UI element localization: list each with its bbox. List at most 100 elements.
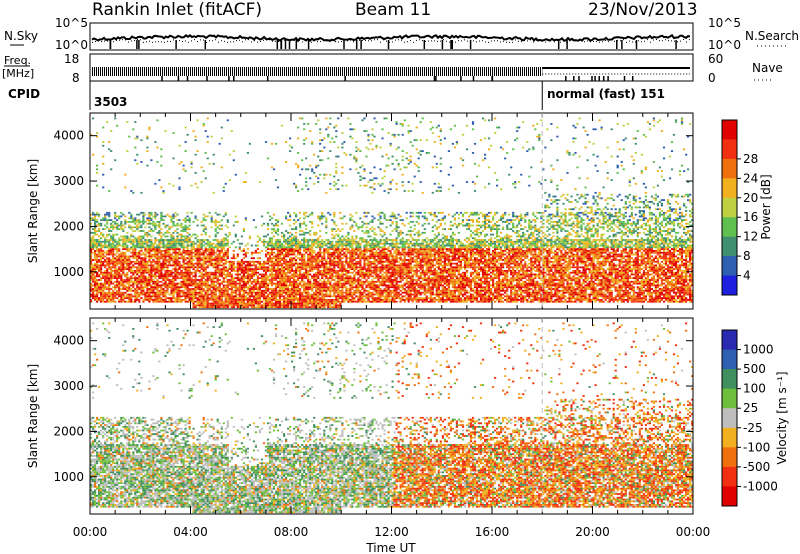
heat-cell xyxy=(341,277,344,280)
heat-cell xyxy=(236,255,239,258)
heat-cell xyxy=(319,259,322,261)
heat-cell xyxy=(268,300,272,303)
heat-cell xyxy=(110,251,113,254)
heat-cell xyxy=(166,264,169,267)
heat-cell xyxy=(144,266,147,269)
heat-cell xyxy=(108,246,111,249)
heat-cell xyxy=(184,270,187,272)
heat-cell xyxy=(315,240,318,243)
heat-cell xyxy=(138,213,141,216)
heat-cell xyxy=(337,239,340,241)
heat-cell xyxy=(128,293,131,296)
heat-cell xyxy=(321,242,324,245)
heat-cell xyxy=(291,291,294,294)
heat-cell xyxy=(104,239,107,241)
heat-cell xyxy=(186,235,189,238)
heat-cell xyxy=(317,257,320,260)
heat-cell xyxy=(98,288,101,290)
heat-cell xyxy=(313,293,316,296)
heat-cell xyxy=(224,260,227,263)
heat-cell xyxy=(96,279,99,281)
heat-cell xyxy=(194,295,197,298)
heat-cell xyxy=(150,264,153,267)
heat-cell xyxy=(166,282,169,285)
heat-cell xyxy=(200,295,203,298)
heat-cell xyxy=(297,239,300,241)
nsearch-tick-bottom: 10^0 xyxy=(708,38,741,52)
heat-cell xyxy=(293,277,296,280)
heat-cell xyxy=(341,268,344,271)
heat-cell xyxy=(234,221,237,223)
heat-cell xyxy=(94,297,97,300)
heat-cell xyxy=(130,262,133,265)
heat-cell xyxy=(186,293,189,296)
heat-cell xyxy=(349,250,352,252)
heat-cell xyxy=(128,255,131,258)
heat-cell xyxy=(194,297,197,300)
heat-cell xyxy=(337,271,340,274)
heat-cell xyxy=(188,270,191,272)
heat-cell xyxy=(194,286,197,289)
heat-cell xyxy=(246,273,249,276)
heat-cell xyxy=(216,239,219,241)
heat-cell xyxy=(114,211,117,214)
heat-cell xyxy=(206,141,209,143)
heat-cell xyxy=(319,291,322,294)
heat-cell xyxy=(184,239,187,241)
heat-cell xyxy=(283,250,286,252)
heat-cell xyxy=(138,288,141,290)
heat-cell xyxy=(132,251,135,254)
heat-cell xyxy=(130,235,133,238)
heat-cell xyxy=(100,250,103,252)
heat-cell xyxy=(285,277,288,280)
heat-cell xyxy=(351,293,354,296)
heat-cell xyxy=(228,179,231,182)
heat-cell xyxy=(270,302,274,305)
heat-cell xyxy=(200,288,203,290)
heat-cell xyxy=(114,221,117,223)
heat-cell xyxy=(319,270,322,272)
heat-cell xyxy=(218,228,221,231)
heat-cell xyxy=(172,231,175,234)
heat-cell xyxy=(210,135,213,138)
heat-cell xyxy=(98,255,101,258)
heat-cell xyxy=(102,173,105,176)
heat-cell xyxy=(196,288,199,290)
heat-cell xyxy=(283,277,286,280)
heat-cell xyxy=(242,286,245,289)
heat-cell xyxy=(242,270,245,272)
heat-cell xyxy=(116,264,119,267)
heat-cell xyxy=(202,123,205,125)
heat-cell xyxy=(130,260,133,263)
heat-cell xyxy=(186,262,189,265)
heat-cell xyxy=(317,255,320,258)
heat-cell xyxy=(210,279,213,281)
heat-cell xyxy=(150,255,153,258)
heat-cell xyxy=(232,253,235,256)
heat-cell xyxy=(168,282,171,285)
heat-cell xyxy=(218,286,221,289)
heat-cell xyxy=(224,242,227,245)
heat-cell xyxy=(182,293,185,296)
heat-cell xyxy=(104,213,107,216)
heat-cell xyxy=(287,244,290,247)
heat-cell xyxy=(146,295,149,298)
heat-cell xyxy=(196,262,199,265)
heat-cell xyxy=(299,270,302,272)
heat-cell xyxy=(142,221,145,223)
heat-cell xyxy=(138,291,141,294)
heat-cell xyxy=(190,260,193,263)
heat-cell xyxy=(182,255,185,258)
heat-cell xyxy=(315,288,318,290)
heat-cell xyxy=(98,248,101,251)
heat-cell xyxy=(206,284,209,287)
heat-cell xyxy=(194,215,197,218)
heat-cell xyxy=(276,219,280,222)
heat-cell xyxy=(357,288,360,290)
heat-cell xyxy=(104,286,107,289)
heat-cell xyxy=(142,289,145,292)
heat-cell xyxy=(212,246,215,249)
heat-cell xyxy=(240,264,243,267)
heat-cell xyxy=(200,289,203,292)
